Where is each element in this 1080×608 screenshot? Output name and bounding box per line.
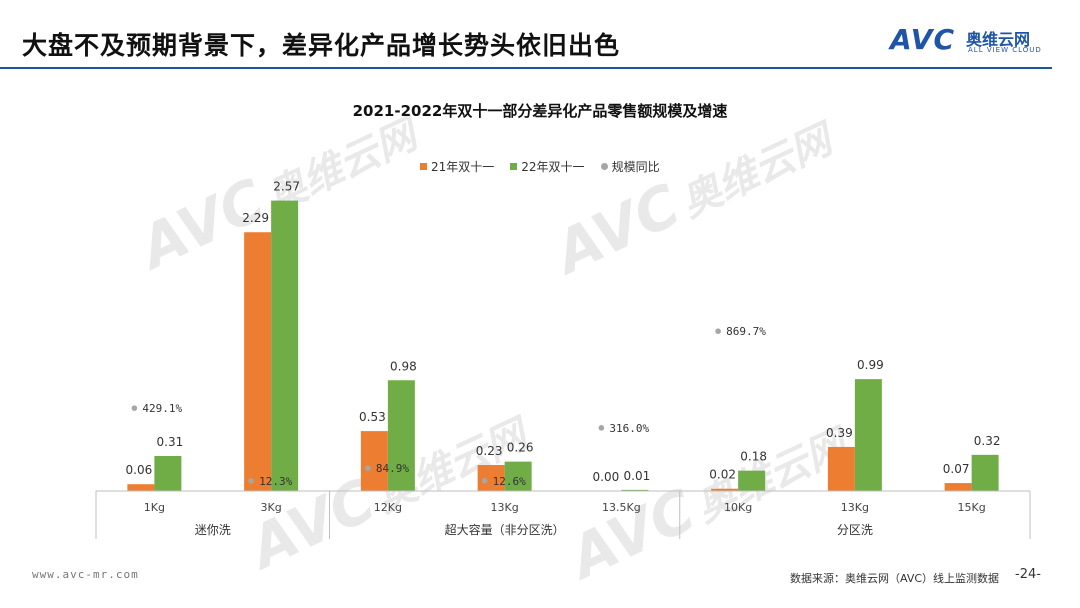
data-label: 2.29 <box>242 211 269 225</box>
category-label: 15Kg <box>958 501 986 514</box>
data-label: 0.00 <box>593 470 620 484</box>
bar-22-2 <box>387 380 415 491</box>
growth-point <box>481 478 488 484</box>
bar-22-4 <box>621 489 649 491</box>
growth-label: 12.3% <box>259 475 292 488</box>
bar-21-3 <box>477 465 505 491</box>
footer-source: 数据来源：奥维云网（AVC）线上监测数据 <box>790 572 1000 585</box>
legend-label-21: 21年双十一 <box>431 160 495 174</box>
bar-22-6 <box>854 379 882 491</box>
growth-point <box>598 425 605 431</box>
data-label: 0.02 <box>709 468 736 482</box>
growth-label: 84.9% <box>376 462 409 475</box>
data-label: 0.01 <box>624 469 651 483</box>
growth-label: 12.6% <box>493 475 526 488</box>
category-label: 12Kg <box>374 501 402 514</box>
data-label: 0.23 <box>476 444 503 458</box>
bar-21-6 <box>827 446 855 491</box>
bar-21-5 <box>711 488 739 491</box>
bar-22-3 <box>504 461 532 491</box>
footer-website: www.avc-mr.com <box>32 568 139 581</box>
page-title: 大盘不及预期背景下，差异化产品增长势头依旧出色 <box>22 31 621 60</box>
data-label: 0.53 <box>359 410 386 424</box>
bar-22-5 <box>738 470 766 491</box>
legend-item-22: 22年双十一 <box>510 158 585 175</box>
logo-cn: 奥维云网 <box>966 30 1031 49</box>
growth-point <box>715 328 721 335</box>
page-number: -24- <box>1015 567 1041 582</box>
bar-21-0 <box>127 484 155 491</box>
data-label: 0.99 <box>857 358 884 372</box>
growth-point <box>248 478 254 484</box>
legend-swatch-growth <box>600 163 608 170</box>
data-label: 0.32 <box>974 434 1001 448</box>
avc-logo: AVC 奥维云网 ALL VIEW CLOUD <box>890 23 1055 58</box>
growth-point <box>131 405 138 411</box>
legend-label-22: 22年双十一 <box>521 160 585 174</box>
logo-en: ALL VIEW CLOUD <box>968 46 1042 54</box>
growth-point <box>365 465 371 471</box>
logo-wordmark: AVC <box>890 23 955 56</box>
category-label: 10Kg <box>724 501 752 514</box>
group-label: 迷你洗 <box>195 523 231 537</box>
bar-21-7 <box>944 483 972 491</box>
bar-22-1 <box>271 200 299 491</box>
chart-title: 2021-2022年双十一部分差异化产品零售额规模及增速 <box>352 102 728 120</box>
growth-label: 429.1% <box>142 402 182 415</box>
category-label: 13Kg <box>841 501 869 514</box>
legend-swatch-21 <box>420 163 427 170</box>
data-label: 0.39 <box>826 426 853 440</box>
bar-21-1 <box>244 232 272 492</box>
data-label: 0.07 <box>943 462 970 476</box>
data-label: 0.31 <box>157 435 184 449</box>
group-label: 分区洗 <box>837 523 873 537</box>
data-label: 0.18 <box>740 450 767 464</box>
growth-label: 869.7% <box>726 325 766 338</box>
data-label: 0.26 <box>507 441 534 455</box>
legend-swatch-22 <box>510 163 518 170</box>
category-label: 13.5Kg <box>602 501 641 514</box>
category-label: 1Kg <box>144 501 165 514</box>
growth-label: 316.0% <box>609 422 649 435</box>
bar-22-7 <box>971 454 999 491</box>
legend-item-21: 21年双十一 <box>420 158 494 175</box>
category-label: 3Kg <box>261 501 282 514</box>
group-label: 超大容量（非分区洗） <box>445 522 565 537</box>
bar-22-0 <box>154 455 182 491</box>
chart-legend: 21年双十一 22年双十一 规模同比 <box>420 158 660 175</box>
bar-21-2 <box>360 431 388 491</box>
legend-item-growth: 规模同比 <box>600 158 660 175</box>
data-label: 2.57 <box>273 180 300 194</box>
data-label: 0.98 <box>390 359 417 373</box>
legend-label-growth: 规模同比 <box>611 160 660 174</box>
header-divider <box>0 67 1052 69</box>
category-label: 13Kg <box>491 501 519 514</box>
data-label: 0.06 <box>126 463 153 477</box>
